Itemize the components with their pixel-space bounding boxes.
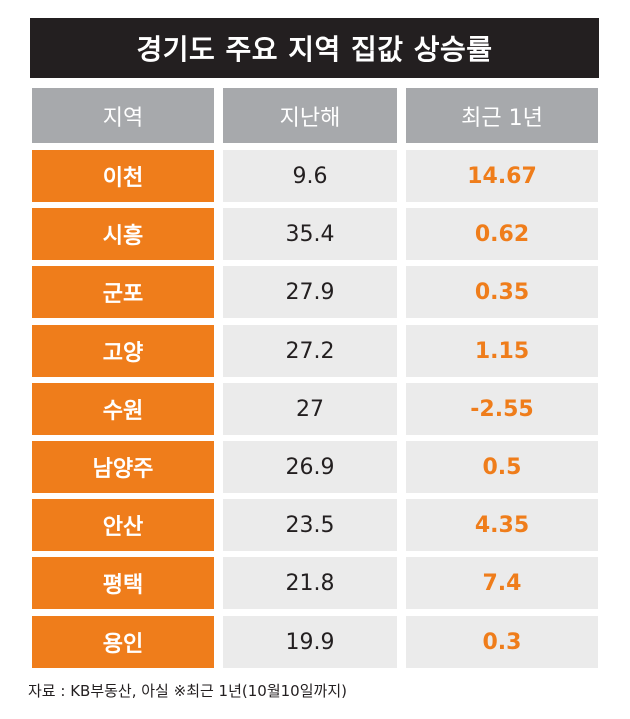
last-year-cell: 9.6	[223, 150, 397, 202]
recent-1y-cell: 14.67	[406, 150, 598, 202]
last-year-cell: 27.9	[223, 266, 397, 318]
header-recent-1y: 최근 1년	[406, 88, 598, 143]
last-year-cell: 27	[223, 383, 397, 435]
region-cell: 안산	[32, 499, 214, 551]
region-cell: 수원	[32, 383, 214, 435]
region-cell: 이천	[32, 150, 214, 202]
recent-1y-cell: 1.15	[406, 325, 598, 377]
region-cell: 고양	[32, 325, 214, 377]
region-cell: 용인	[32, 616, 214, 668]
recent-1y-cell: 0.62	[406, 208, 598, 260]
region-cell: 남양주	[32, 441, 214, 493]
last-year-cell: 26.9	[223, 441, 397, 493]
last-year-cell: 21.8	[223, 557, 397, 609]
region-cell: 시흥	[32, 208, 214, 260]
last-year-cell: 27.2	[223, 325, 397, 377]
table-title: 경기도 주요 지역 집값 상승률	[30, 18, 599, 78]
region-cell: 군포	[32, 266, 214, 318]
recent-1y-cell: 0.3	[406, 616, 598, 668]
region-cell: 평택	[32, 557, 214, 609]
last-year-cell: 19.9	[223, 616, 397, 668]
header-last-year: 지난해	[223, 88, 397, 143]
recent-1y-cell: 0.5	[406, 441, 598, 493]
recent-1y-cell: -2.55	[406, 383, 598, 435]
header-region: 지역	[32, 88, 214, 143]
last-year-cell: 35.4	[223, 208, 397, 260]
recent-1y-cell: 7.4	[406, 557, 598, 609]
recent-1y-cell: 0.35	[406, 266, 598, 318]
source-note: 자료 : KB부동산, 아실 ※최근 1년(10월10일까지)	[28, 682, 347, 700]
last-year-cell: 23.5	[223, 499, 397, 551]
recent-1y-cell: 4.35	[406, 499, 598, 551]
